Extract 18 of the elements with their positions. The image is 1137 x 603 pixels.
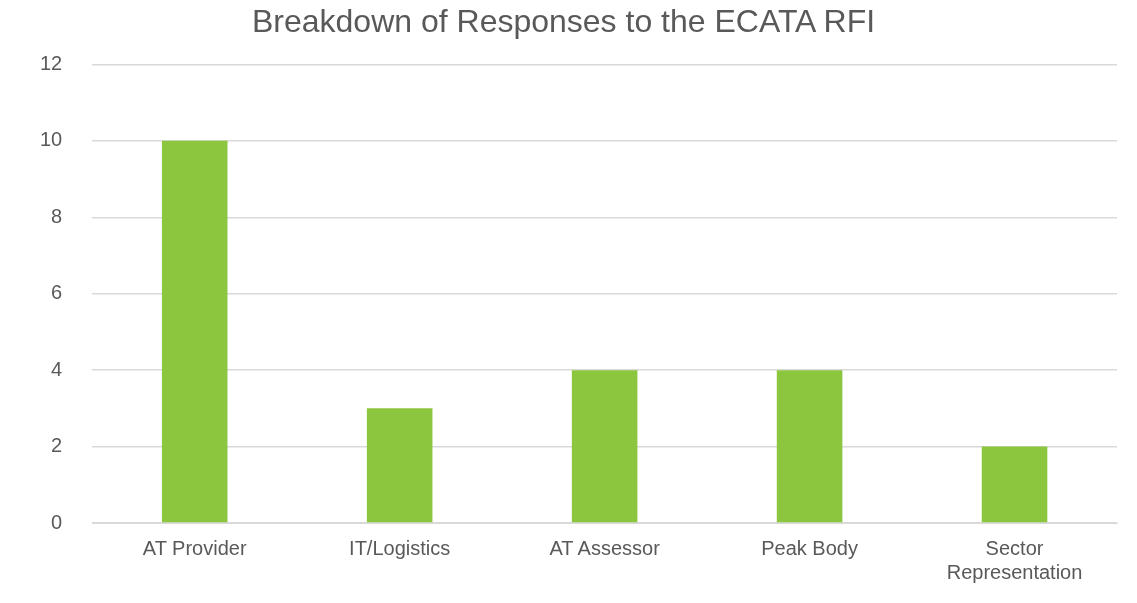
bar xyxy=(981,446,1048,523)
bar xyxy=(366,408,433,523)
y-tick-label: 10 xyxy=(40,128,63,151)
chart-title: Breakdown of Responses to the ECATA RFI xyxy=(251,3,876,40)
y-tick-label: 8 xyxy=(51,204,63,227)
x-tick-label: Peak Body xyxy=(761,536,858,559)
y-tick-label: 12 xyxy=(40,51,63,74)
x-tick-label: Sector Representation xyxy=(946,536,1083,583)
y-tick-label: 0 xyxy=(51,510,63,533)
x-tick-label: AT Assessor xyxy=(549,536,661,559)
x-tick-label: AT Provider xyxy=(142,536,247,559)
y-tick-label: 6 xyxy=(51,281,63,304)
bar xyxy=(571,370,638,523)
y-tick-label: 2 xyxy=(51,434,63,457)
x-tick-label: IT/Logistics xyxy=(349,536,451,559)
bar xyxy=(161,140,228,523)
bar xyxy=(776,370,843,523)
y-tick-label: 4 xyxy=(51,357,63,380)
